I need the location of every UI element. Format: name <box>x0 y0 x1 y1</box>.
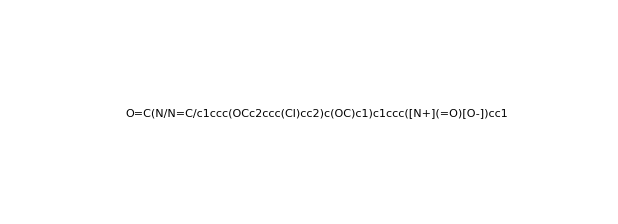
Text: O=C(N/N=C/c1ccc(OCc2ccc(Cl)cc2)c(OC)c1)c1ccc([N+](=O)[O-])cc1: O=C(N/N=C/c1ccc(OCc2ccc(Cl)cc2)c(OC)c1)c… <box>125 108 508 118</box>
